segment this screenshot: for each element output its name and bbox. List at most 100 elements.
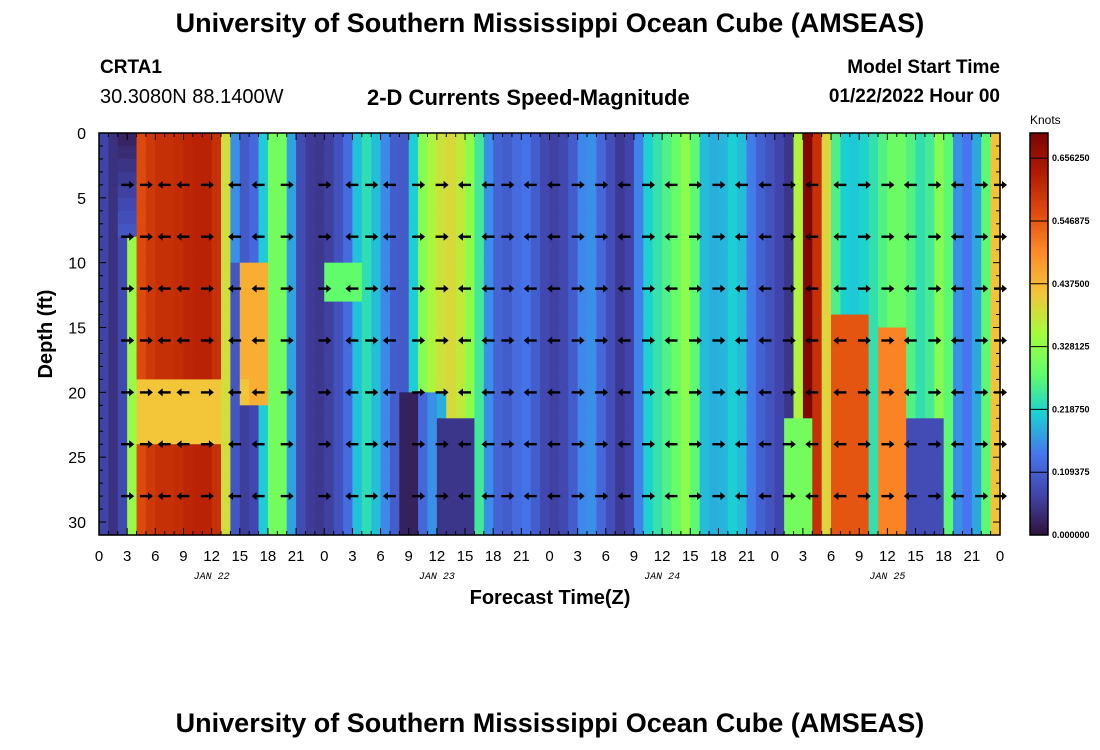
heatmap-cell <box>934 288 945 303</box>
heatmap-cell <box>361 145 372 160</box>
heatmap-cell <box>343 145 354 160</box>
arrow-head <box>758 284 764 293</box>
heatmap-cell <box>436 301 447 316</box>
heatmap-cell <box>305 483 316 497</box>
heatmap-cell <box>380 366 391 380</box>
heatmap-cell <box>389 366 400 380</box>
heatmap-cell <box>568 197 579 212</box>
heatmap-cell <box>267 301 278 316</box>
heatmap-cell <box>549 288 560 303</box>
current-arrow <box>712 492 726 501</box>
heatmap-cell <box>174 171 185 186</box>
heatmap-cell <box>812 379 823 393</box>
heatmap-cell <box>446 236 457 251</box>
heatmap-cell <box>380 236 391 251</box>
current-arrow <box>734 180 748 189</box>
heatmap-cell <box>568 145 579 160</box>
heatmap-cell <box>333 379 344 393</box>
heatmap-cell <box>877 496 888 510</box>
heatmap-cell <box>596 249 607 264</box>
heatmap-cell <box>399 496 410 510</box>
heatmap-cell <box>868 522 879 536</box>
arrow-head <box>1002 284 1007 293</box>
current-arrow <box>805 440 819 449</box>
heatmap-cell <box>399 288 410 303</box>
heatmap-cell <box>305 275 316 290</box>
heatmap-cell <box>483 158 494 173</box>
heatmap-cell <box>784 249 795 264</box>
heatmap-cell <box>784 133 795 147</box>
heatmap-cell <box>821 249 832 264</box>
heatmap-cell <box>868 288 879 303</box>
heatmap-cell <box>267 327 278 342</box>
heatmap-cell <box>361 275 372 290</box>
arrow-head <box>509 180 515 189</box>
heatmap-cell <box>493 340 504 355</box>
current-arrow <box>664 284 678 293</box>
arrow-head <box>903 336 909 345</box>
heatmap-cell <box>530 314 541 329</box>
heatmap-cell <box>446 210 457 225</box>
heatmap-cell <box>230 509 241 523</box>
heatmap-cell <box>521 470 532 484</box>
heatmap-cell <box>793 522 804 536</box>
heatmap-cell <box>643 431 654 445</box>
heatmap-cell <box>887 379 898 393</box>
heatmap-cell <box>136 249 147 264</box>
heatmap-cell <box>352 236 363 251</box>
heatmap-cell <box>389 171 400 186</box>
heatmap-cell <box>136 184 147 199</box>
heatmap-cell <box>371 418 382 432</box>
heatmap-cell <box>831 158 842 173</box>
heatmap-cell <box>127 509 138 523</box>
heatmap-cell <box>615 340 626 355</box>
x-axis: 0 3 6 9 12 15 18 21 0 3 6 9 12 15 18 21 0 3 6 9 12 15 18 21 0 3 6 9… <box>95 133 1004 583</box>
heatmap-cell <box>277 366 288 380</box>
heatmap-cell <box>127 262 138 277</box>
heatmap-cell <box>577 431 588 445</box>
arrow-head <box>326 440 332 449</box>
heatmap-cell <box>474 236 485 251</box>
arrow-head <box>345 388 351 397</box>
arrow-head <box>509 284 515 293</box>
heatmap-cell <box>943 483 954 497</box>
heatmap-cell <box>446 340 457 355</box>
heatmap-cell <box>587 158 598 173</box>
heatmap-cell <box>239 418 250 432</box>
heatmap-cell <box>418 496 429 510</box>
heatmap-cell <box>305 223 316 238</box>
heatmap-cell <box>962 353 973 368</box>
heatmap-cell <box>652 223 663 238</box>
heatmap-cell <box>305 158 316 173</box>
heatmap-cell <box>690 431 701 445</box>
heatmap-cell <box>859 301 870 316</box>
heatmap-cell <box>183 457 194 471</box>
heatmap-cell <box>953 483 964 497</box>
heatmap-cell <box>436 197 447 212</box>
heatmap-cell <box>164 158 175 173</box>
heatmap-cell <box>352 496 363 510</box>
heatmap-cell <box>821 366 832 380</box>
heatmap-cell <box>286 197 297 212</box>
x-tick-label: 12 <box>429 548 446 565</box>
heatmap-cell <box>605 275 616 290</box>
heatmap-cell <box>511 314 522 329</box>
current-arrow <box>595 232 609 241</box>
heatmap-cell <box>877 145 888 160</box>
heatmap-cell <box>924 275 935 290</box>
heatmap-cell <box>380 522 391 536</box>
date-label: JAN 24 <box>644 572 680 583</box>
arrow-head <box>176 492 182 501</box>
heatmap-cell <box>587 366 598 380</box>
heatmap-cell <box>540 522 551 536</box>
heatmap-cell <box>267 405 278 419</box>
heatmap-cell <box>577 171 588 186</box>
heatmap-cell <box>540 353 551 368</box>
heatmap-cell <box>709 483 720 497</box>
heatmap-cell <box>746 314 757 329</box>
heatmap-cell <box>605 457 616 471</box>
current-arrow <box>200 180 214 189</box>
heatmap-cell <box>859 509 870 523</box>
current-arrow <box>547 284 561 293</box>
heatmap-cell <box>117 353 128 368</box>
